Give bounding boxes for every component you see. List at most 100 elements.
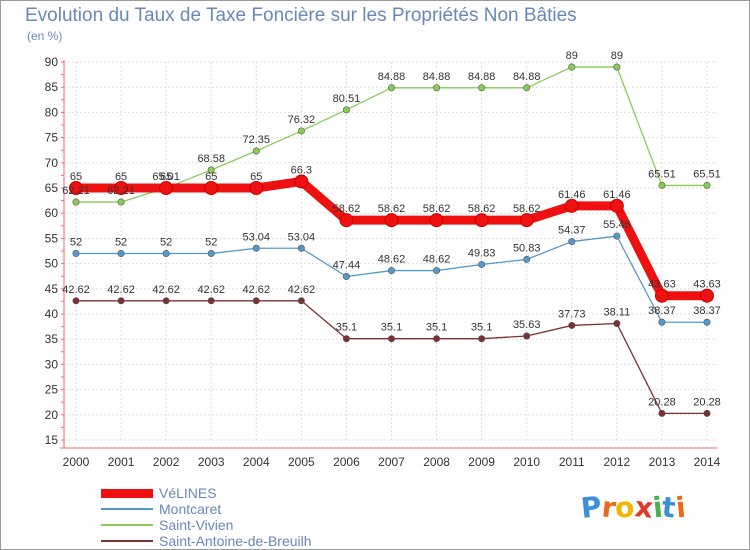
data-label: 65.51 xyxy=(693,168,721,180)
data-label: 42.62 xyxy=(197,284,225,296)
legend-swatch xyxy=(101,508,153,510)
data-point xyxy=(568,321,576,329)
data-label: 42.62 xyxy=(107,284,135,296)
data-point xyxy=(433,267,441,275)
data-label: 35.1 xyxy=(471,322,492,334)
data-label: 89 xyxy=(611,50,623,62)
data-label: 58.62 xyxy=(468,203,496,215)
data-label: 42.62 xyxy=(62,284,90,296)
data-label: 37.73 xyxy=(558,308,586,320)
x-tick-label: 2012 xyxy=(604,455,631,469)
x-tick-label: 2008 xyxy=(423,455,450,469)
data-label: 43.63 xyxy=(693,279,721,291)
data-point xyxy=(478,260,486,268)
data-label: 65 xyxy=(160,171,172,183)
data-point xyxy=(564,198,579,213)
data-point xyxy=(433,84,441,92)
data-point xyxy=(72,250,80,258)
y-tick-label: 90 xyxy=(45,55,59,69)
data-point xyxy=(159,181,174,195)
data-label: 47.44 xyxy=(333,260,361,272)
y-tick-label: 15 xyxy=(45,433,59,447)
data-label: 53.04 xyxy=(288,231,316,243)
data-point xyxy=(207,297,215,305)
data-label: 35.1 xyxy=(381,322,402,334)
data-point xyxy=(252,244,260,252)
data-label: 72.35 xyxy=(243,134,271,146)
x-tick-label: 2004 xyxy=(243,455,270,469)
brand-letter: i xyxy=(673,490,687,525)
data-point xyxy=(568,238,576,246)
x-tick-label: 2000 xyxy=(63,455,90,469)
data-point xyxy=(297,297,305,305)
data-label: 48.62 xyxy=(378,254,406,266)
data-point xyxy=(658,409,666,417)
data-point xyxy=(342,106,350,114)
data-label: 20.28 xyxy=(693,396,721,408)
y-tick-label: 55 xyxy=(45,231,59,245)
y-tick-label: 65 xyxy=(45,181,59,195)
data-point xyxy=(342,335,350,343)
chart-title: Evolution du Taux de Taxe Foncière sur l… xyxy=(25,5,577,26)
x-tick-label: 2005 xyxy=(288,455,315,469)
data-label: 43.63 xyxy=(648,279,676,291)
data-point xyxy=(117,198,125,206)
data-label: 38.11 xyxy=(603,307,630,319)
data-label: 53.04 xyxy=(243,231,271,243)
legend-label: Saint-Vivien xyxy=(159,517,234,533)
data-point xyxy=(609,198,624,213)
data-label: 76.32 xyxy=(288,114,316,126)
data-label: 80.51 xyxy=(333,93,361,105)
x-tick-label: 2013 xyxy=(649,455,676,469)
data-point xyxy=(433,335,441,343)
data-point xyxy=(294,174,309,189)
data-point xyxy=(387,267,395,275)
data-point xyxy=(478,84,486,92)
data-label: 58.62 xyxy=(333,203,361,215)
data-point xyxy=(478,335,486,343)
data-point xyxy=(658,181,666,189)
data-point xyxy=(700,288,714,303)
data-label: 84.88 xyxy=(378,71,406,83)
data-label: 49.83 xyxy=(468,247,496,259)
x-tick-label: 2009 xyxy=(468,455,495,469)
legend-swatch xyxy=(101,488,153,498)
data-label: 58.62 xyxy=(513,203,541,215)
data-point xyxy=(384,213,399,228)
data-label: 38.37 xyxy=(648,305,676,317)
data-point xyxy=(568,63,576,71)
data-label: 42.62 xyxy=(288,284,316,296)
data-point xyxy=(252,297,260,305)
data-point xyxy=(342,273,350,281)
data-label: 61.46 xyxy=(603,189,631,201)
x-tick-label: 2003 xyxy=(198,455,225,469)
legend-label: Saint-Antoine-de-Breuilh xyxy=(159,533,312,549)
data-label: 61.46 xyxy=(558,189,586,201)
y-tick-label: 45 xyxy=(45,282,59,296)
data-label: 65 xyxy=(205,171,217,183)
data-point xyxy=(654,288,669,303)
data-point xyxy=(297,244,305,252)
data-point xyxy=(297,127,305,135)
y-tick-label: 30 xyxy=(45,357,59,371)
data-point xyxy=(474,213,489,228)
data-point xyxy=(72,198,80,206)
x-tick-label: 2002 xyxy=(153,455,180,469)
data-label: 52 xyxy=(160,237,172,249)
data-point xyxy=(613,63,621,71)
x-tick-label: 2011 xyxy=(559,455,585,469)
x-tick-label: 2007 xyxy=(378,455,405,469)
data-label: 52 xyxy=(115,237,127,249)
data-point xyxy=(72,297,80,305)
legend-swatch xyxy=(101,540,153,542)
y-tick-label: 20 xyxy=(45,408,59,422)
data-point xyxy=(658,318,666,326)
x-tick-label: 2006 xyxy=(333,455,360,469)
data-label: 84.88 xyxy=(423,71,451,83)
data-point xyxy=(703,181,711,189)
data-label: 50.83 xyxy=(513,242,541,254)
data-label: 66.3 xyxy=(291,164,312,176)
data-label: 48.62 xyxy=(423,254,451,266)
data-point xyxy=(339,213,354,228)
data-label: 58.62 xyxy=(378,203,406,215)
